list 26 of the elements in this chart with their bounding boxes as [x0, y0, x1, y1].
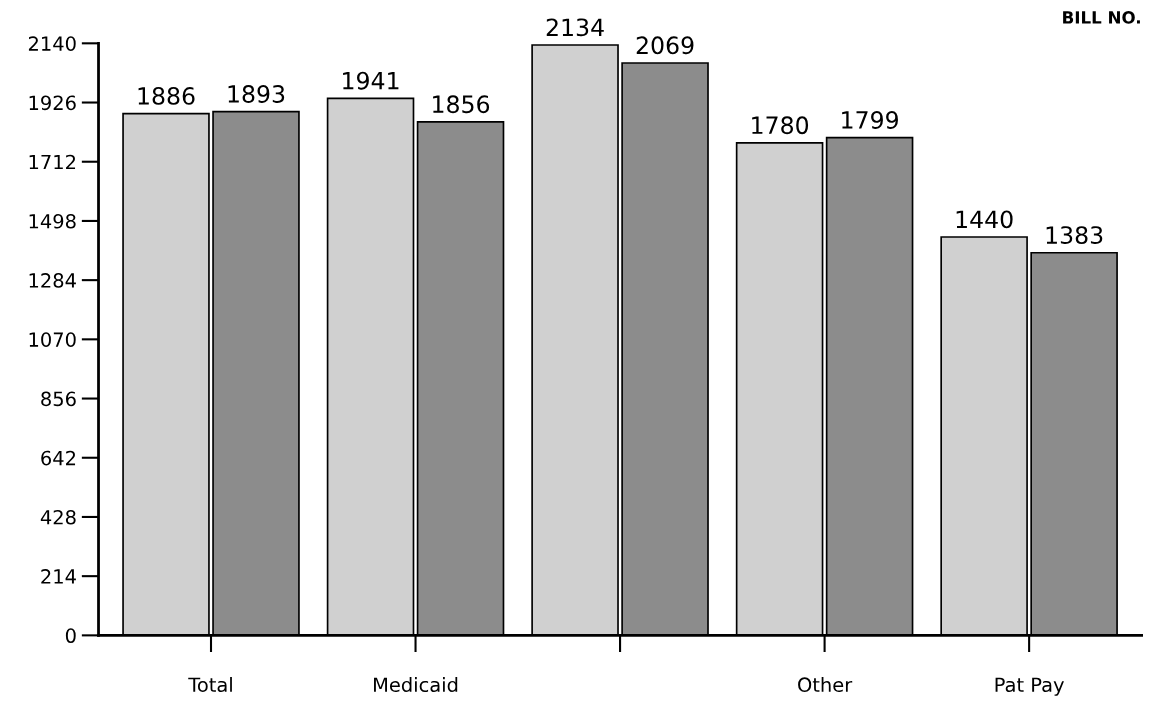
y-tick-label: 1926 — [29, 95, 76, 111]
y-tick-label: 428 — [40, 509, 76, 525]
data-label: 1893 — [228, 85, 285, 103]
y-tick-label: 214 — [41, 569, 76, 584]
data-label: 1440 — [956, 210, 1013, 229]
y-tick-label: 856 — [41, 391, 76, 407]
data-label: 1856 — [433, 95, 490, 114]
y-tick-label: 1712 — [29, 154, 76, 170]
text: BILL NO. — [1063, 11, 1140, 24]
x-tick-label: Total — [188, 677, 232, 693]
data-label: 1941 — [343, 71, 399, 90]
data-label: 1383 — [1046, 226, 1103, 245]
y-tick-label: 2140 — [28, 36, 76, 51]
x-tick-label: Pat Pay — [995, 677, 1064, 696]
data-label: 1799 — [842, 111, 898, 129]
y-tick-label: 1498 — [29, 213, 76, 229]
data-label: 1780 — [752, 116, 809, 135]
y-tick-label: 0 — [65, 628, 76, 644]
y-tick-label: 642 — [41, 450, 76, 466]
y-tick-label: 1284 — [29, 273, 76, 288]
data-label: 2069 — [636, 36, 694, 55]
data-label: 1886 — [138, 86, 195, 105]
x-tick-label: Medicaid — [374, 677, 458, 693]
y-tick-label: 1070 — [29, 332, 76, 347]
x-tick-label: Other — [798, 677, 853, 693]
data-label: 2134 — [546, 18, 604, 37]
